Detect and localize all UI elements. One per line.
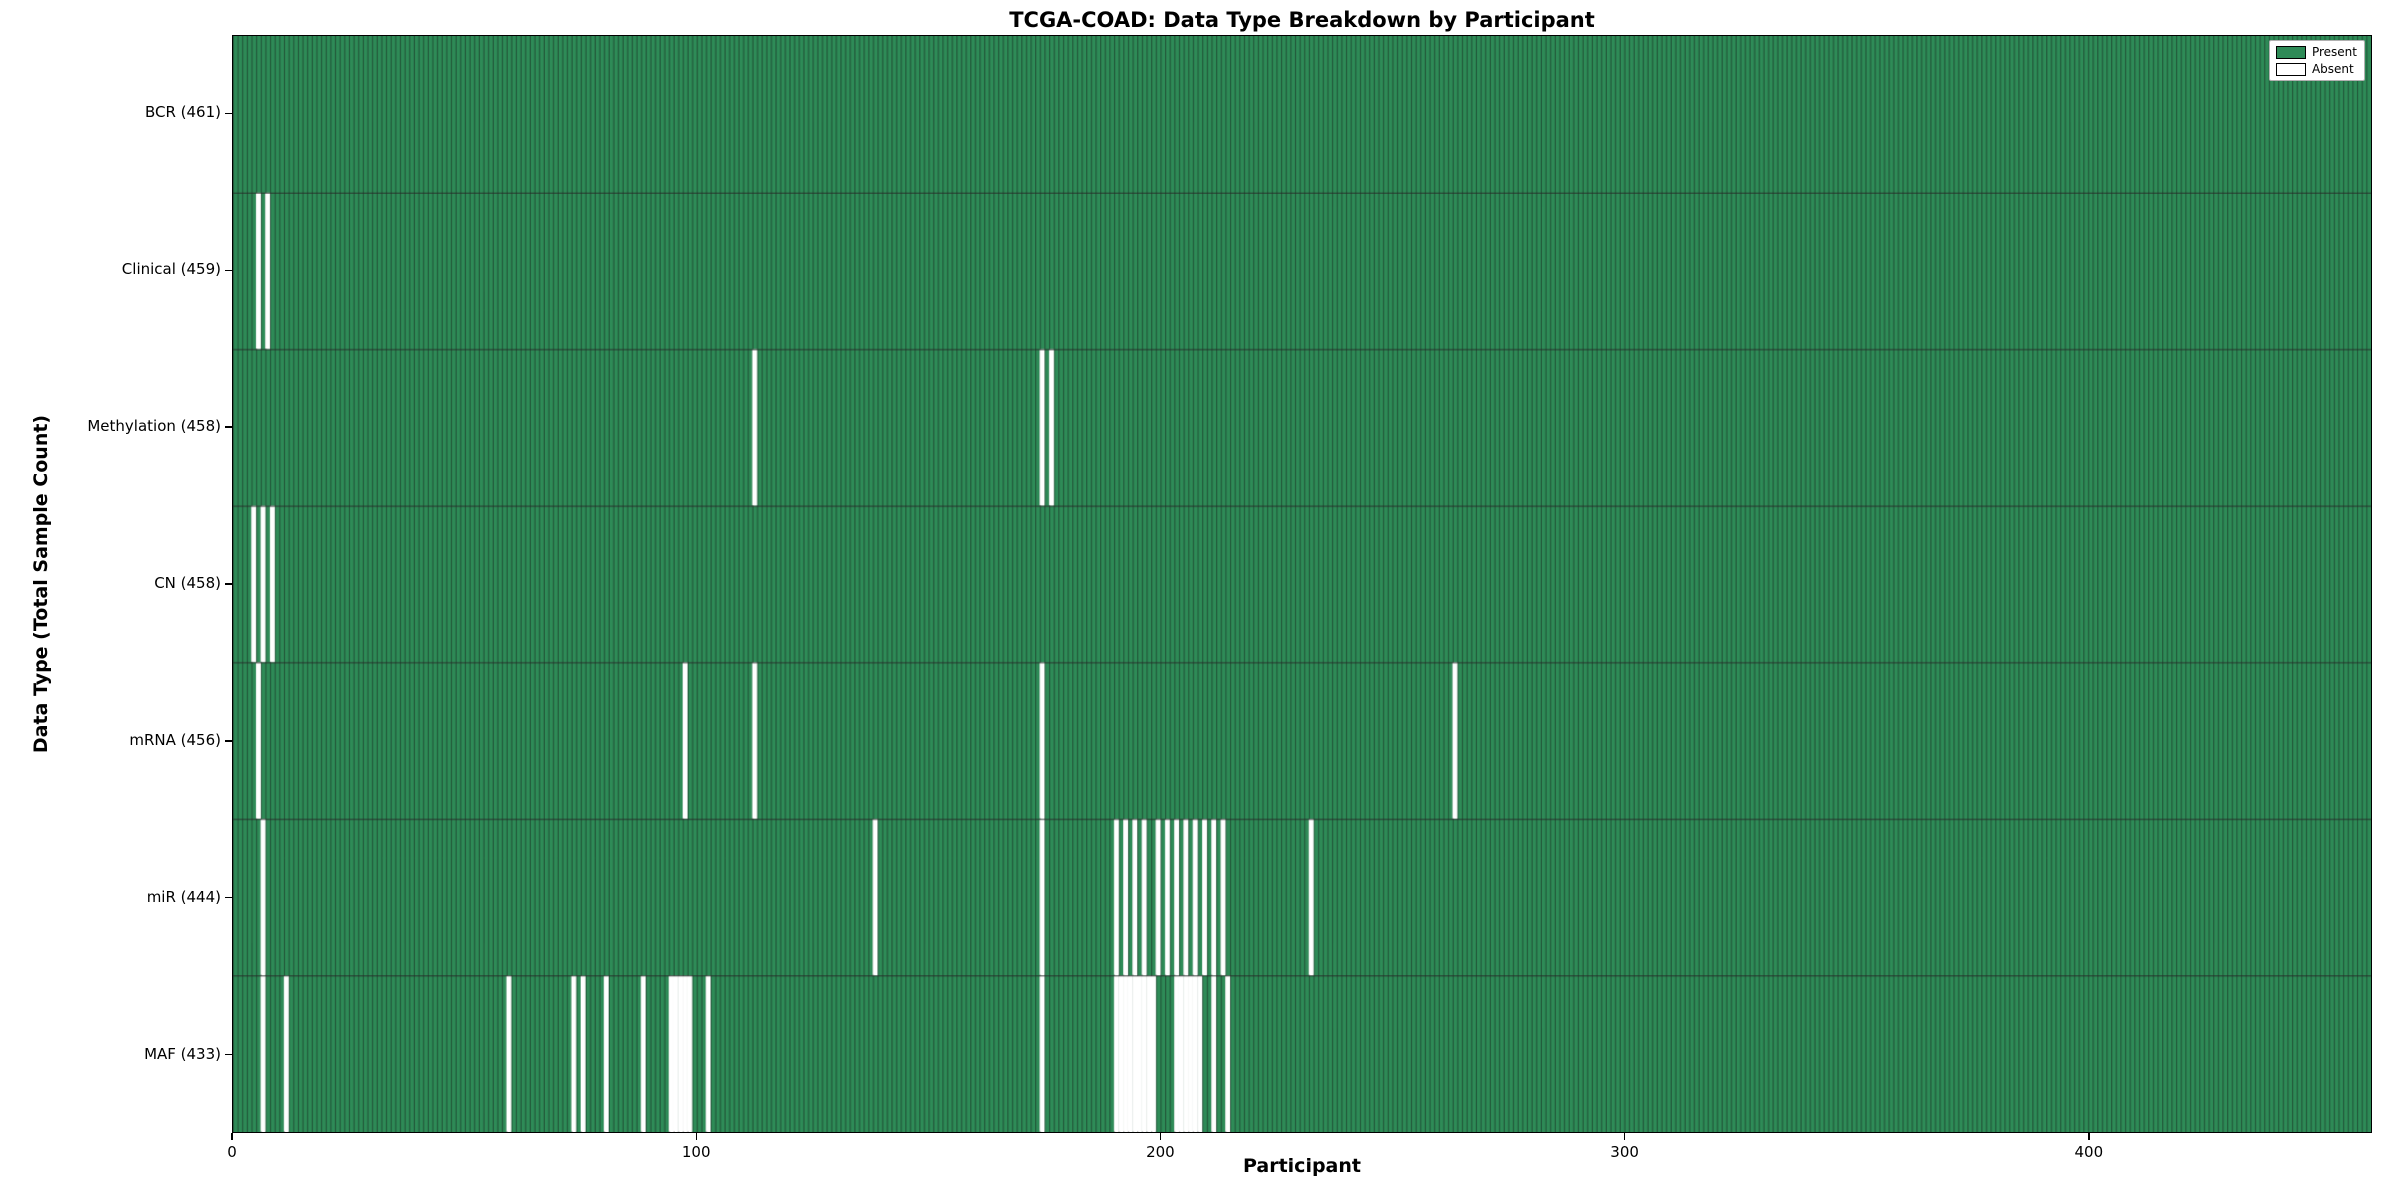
y-tick-mark (225, 1053, 232, 1056)
y-tick-mark (225, 269, 232, 271)
x-tick-label-300: 300 (1610, 1143, 1639, 1161)
y-tick-mark (225, 897, 232, 899)
x-tick-mark (231, 1133, 233, 1140)
chart-title: TCGA-COAD: Data Type Breakdown by Partic… (1009, 8, 1595, 32)
heatmap-grid (233, 36, 2371, 1132)
y-axis-label: Data Type (Total Sample Count) (30, 414, 52, 754)
x-axis-label: Participant (1242, 1155, 1361, 1177)
y-tick-mark (225, 426, 232, 428)
x-tick-label-100: 100 (681, 1143, 711, 1161)
x-tick-mark (1159, 1133, 1162, 1140)
y-tick-label-cn: CN (458) (154, 574, 221, 592)
y-tick-label-methylation: Methylation (458) (87, 417, 221, 436)
x-tick-label-0: 0 (227, 1143, 237, 1161)
y-tick-mark (225, 583, 232, 585)
x-tick-label-400: 400 (2074, 1143, 2104, 1161)
x-tick-mark (695, 1133, 697, 1140)
legend-label-absent: Absent (2311, 62, 2354, 76)
y-tick-label-mir: miR (444) (146, 887, 221, 906)
legend-item-absent[interactable]: Absent (2275, 62, 2357, 76)
y-tick-mark (225, 112, 232, 115)
heatmap-plot-area (232, 35, 2372, 1133)
legend-label-present: Present (2311, 45, 2357, 59)
x-tick-mark (2088, 1133, 2090, 1140)
y-tick-label-clinical: Clinical (459) (121, 260, 221, 279)
legend-item-present[interactable]: Present (2275, 45, 2357, 59)
legend[interactable]: Present Absent (2268, 40, 2365, 81)
x-tick-mark (1623, 1133, 1626, 1140)
legend-swatch-absent (2275, 62, 2306, 76)
y-tick-label-maf: MAF (433) (144, 1044, 221, 1063)
x-tick-label-200: 200 (1146, 1143, 1175, 1161)
legend-swatch-present (2275, 45, 2306, 59)
y-tick-label-mrna: mRNA (456) (129, 730, 221, 749)
y-tick-mark (225, 740, 232, 742)
y-tick-label-bcr: BCR (461) (144, 103, 221, 122)
